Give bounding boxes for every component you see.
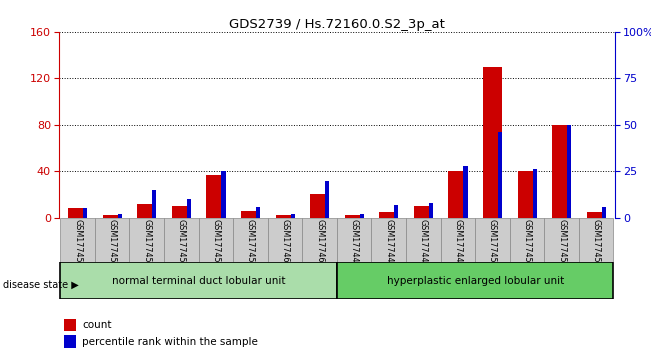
Bar [256, 207, 260, 218]
Bar [344, 215, 364, 218]
Text: GSM177457: GSM177457 [177, 219, 186, 268]
Bar [483, 67, 502, 218]
Bar [221, 171, 225, 218]
Text: GSM177454: GSM177454 [73, 219, 82, 268]
FancyBboxPatch shape [268, 218, 302, 262]
Bar [587, 212, 605, 218]
Bar [187, 199, 191, 218]
Text: GSM177452: GSM177452 [557, 219, 566, 268]
Text: GSM177446: GSM177446 [350, 219, 359, 268]
Text: GSM177456: GSM177456 [143, 219, 151, 268]
Text: GSM177458: GSM177458 [212, 219, 221, 268]
Bar [68, 209, 87, 218]
Bar [275, 215, 294, 218]
Bar [241, 211, 260, 218]
Bar [602, 207, 606, 218]
Text: count: count [82, 320, 111, 330]
FancyBboxPatch shape [130, 218, 164, 262]
FancyBboxPatch shape [441, 218, 475, 262]
Bar [414, 206, 433, 218]
FancyBboxPatch shape [302, 218, 337, 262]
Bar [103, 215, 122, 218]
Text: GSM177453: GSM177453 [592, 219, 601, 268]
Bar [83, 209, 87, 218]
Bar [380, 212, 398, 218]
Text: GSM177455: GSM177455 [107, 219, 117, 268]
FancyBboxPatch shape [406, 218, 441, 262]
Text: hyperplastic enlarged lobular unit: hyperplastic enlarged lobular unit [387, 275, 564, 286]
Text: GSM177459: GSM177459 [246, 219, 255, 268]
Text: normal terminal duct lobular unit: normal terminal duct lobular unit [112, 275, 285, 286]
Bar [64, 319, 76, 331]
FancyBboxPatch shape [95, 218, 130, 262]
FancyBboxPatch shape [337, 262, 613, 299]
FancyBboxPatch shape [61, 218, 95, 262]
FancyBboxPatch shape [475, 218, 510, 262]
Bar [552, 125, 571, 218]
Bar [533, 170, 536, 218]
Bar [325, 181, 329, 218]
Bar [152, 190, 156, 218]
Bar [395, 205, 398, 218]
Text: GSM177460: GSM177460 [281, 219, 290, 268]
Bar [498, 132, 502, 218]
FancyBboxPatch shape [337, 218, 372, 262]
Text: GSM177461: GSM177461 [315, 219, 324, 268]
Title: GDS2739 / Hs.72160.0.S2_3p_at: GDS2739 / Hs.72160.0.S2_3p_at [229, 18, 445, 31]
FancyBboxPatch shape [579, 218, 613, 262]
FancyBboxPatch shape [510, 218, 544, 262]
Bar [118, 214, 122, 218]
FancyBboxPatch shape [372, 218, 406, 262]
Bar [137, 204, 156, 218]
Bar [64, 335, 76, 348]
FancyBboxPatch shape [61, 262, 337, 299]
Bar [429, 203, 433, 218]
Text: disease state ▶: disease state ▶ [3, 280, 79, 290]
Text: GSM177448: GSM177448 [419, 219, 428, 268]
FancyBboxPatch shape [233, 218, 268, 262]
Bar [290, 214, 295, 218]
Text: percentile rank within the sample: percentile rank within the sample [82, 337, 258, 347]
Bar [172, 206, 191, 218]
FancyBboxPatch shape [164, 218, 199, 262]
Text: GSM177447: GSM177447 [384, 219, 393, 268]
FancyBboxPatch shape [544, 218, 579, 262]
Text: GSM177449: GSM177449 [453, 219, 462, 268]
Text: GSM177451: GSM177451 [523, 219, 531, 268]
Bar [310, 194, 329, 218]
Text: GSM177450: GSM177450 [488, 219, 497, 268]
FancyBboxPatch shape [199, 218, 233, 262]
Bar [567, 125, 572, 218]
Bar [206, 175, 225, 218]
Bar [518, 171, 536, 218]
Bar [449, 171, 467, 218]
Bar [360, 214, 364, 218]
Bar [464, 166, 467, 218]
